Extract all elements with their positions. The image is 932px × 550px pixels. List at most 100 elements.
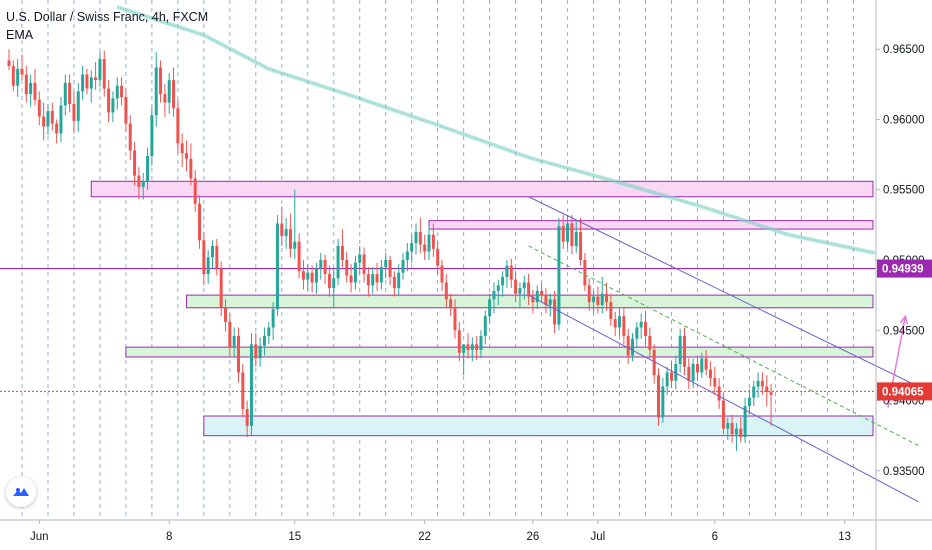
candle-body [284, 229, 288, 237]
zone-resistance-mid [428, 220, 874, 230]
candle-body [24, 74, 28, 95]
candle-body [245, 408, 249, 426]
candle-body [388, 260, 392, 277]
candle-body [20, 68, 24, 75]
channel-upper-line [528, 196, 919, 387]
candle-body [42, 116, 46, 127]
candle-body [29, 82, 33, 95]
candles-layer [7, 49, 773, 452]
candle-body [440, 265, 444, 283]
candle-body [518, 288, 522, 294]
candle-body [544, 295, 548, 305]
candle-body [769, 392, 773, 395]
candle-body [198, 203, 202, 241]
candle-body [501, 276, 505, 286]
candle-body [323, 260, 327, 275]
price-tag-label: 0.94065 [882, 386, 924, 398]
symbol-title[interactable]: U.S. Dollar / Swiss Franc, 4h, FXCM [6, 10, 209, 24]
candle-body [669, 372, 673, 381]
candle-body [133, 150, 137, 176]
candle-body [596, 296, 600, 305]
candle-body [548, 299, 552, 305]
candle-body [405, 251, 409, 260]
candle-body [661, 386, 665, 418]
candle-body [600, 293, 604, 305]
candle-body [68, 82, 72, 104]
candle-body [137, 175, 141, 187]
candle-body [46, 111, 50, 127]
candle-body [648, 335, 652, 350]
candle-body [752, 386, 756, 398]
indicator-label[interactable]: EMA [6, 28, 34, 42]
candle-body [384, 260, 388, 268]
candle-body [262, 335, 266, 346]
candle-body [98, 59, 102, 81]
candle-body [436, 248, 440, 266]
candle-body [59, 105, 63, 134]
ema-line-dots [117, 6, 876, 254]
candle-body [401, 260, 405, 273]
candle-body [275, 223, 279, 310]
candle-body [336, 245, 340, 279]
candle-body [215, 245, 219, 269]
candle-body [353, 262, 357, 283]
candle-body [592, 296, 596, 303]
candle-body [89, 77, 93, 89]
candle-body [11, 66, 15, 86]
candle-body [726, 423, 730, 429]
candle-body [462, 344, 466, 353]
candle-body [172, 80, 176, 109]
candle-body [7, 60, 11, 67]
candle-body [115, 85, 119, 99]
candle-body [319, 260, 323, 269]
candle-body [150, 115, 154, 156]
candle-body [713, 378, 717, 387]
candle-body [522, 282, 526, 289]
candle-body [418, 231, 422, 245]
candle-body [531, 296, 535, 303]
candle-body [535, 290, 539, 303]
candle-body [449, 299, 453, 308]
x-tick-label: Jun [30, 531, 49, 543]
candle-body [345, 260, 349, 276]
candle-body [379, 267, 383, 283]
candle-body [605, 293, 609, 303]
zone-demand [203, 415, 874, 437]
candle-body [224, 307, 227, 322]
candle-body [206, 257, 210, 275]
candle-body [392, 276, 396, 289]
candle-body [72, 104, 76, 121]
candle-body [85, 74, 89, 89]
y-tick-label: 0.94500 [883, 325, 925, 337]
candle-body [644, 321, 648, 336]
y-tick-label: 0.96500 [883, 44, 925, 56]
candle-body [310, 272, 314, 283]
candle-body [349, 275, 353, 283]
candle-body [358, 254, 362, 263]
candle-body [488, 299, 492, 317]
zone-support-upper [186, 294, 874, 309]
candle-body [704, 358, 708, 370]
candle-body [249, 344, 253, 426]
candle-body [431, 234, 435, 249]
candle-body [185, 153, 189, 159]
tradingview-logo-icon[interactable] [6, 477, 36, 507]
candle-body [94, 77, 98, 81]
candle-body [479, 335, 483, 350]
candle-body [102, 59, 106, 89]
candle-body [146, 156, 150, 182]
candle-body [540, 290, 544, 296]
candle-body [639, 321, 643, 328]
candle-body [739, 428, 743, 438]
channel-lower-line [528, 294, 919, 503]
candle-body [691, 364, 695, 381]
candle-body [37, 99, 41, 117]
candle-body [631, 338, 635, 356]
candle-body [397, 272, 401, 289]
candle-body [657, 375, 660, 418]
y-tick-label: 0.96000 [883, 114, 925, 126]
x-tick-label: 26 [527, 531, 540, 543]
price-tag-box [877, 382, 932, 401]
